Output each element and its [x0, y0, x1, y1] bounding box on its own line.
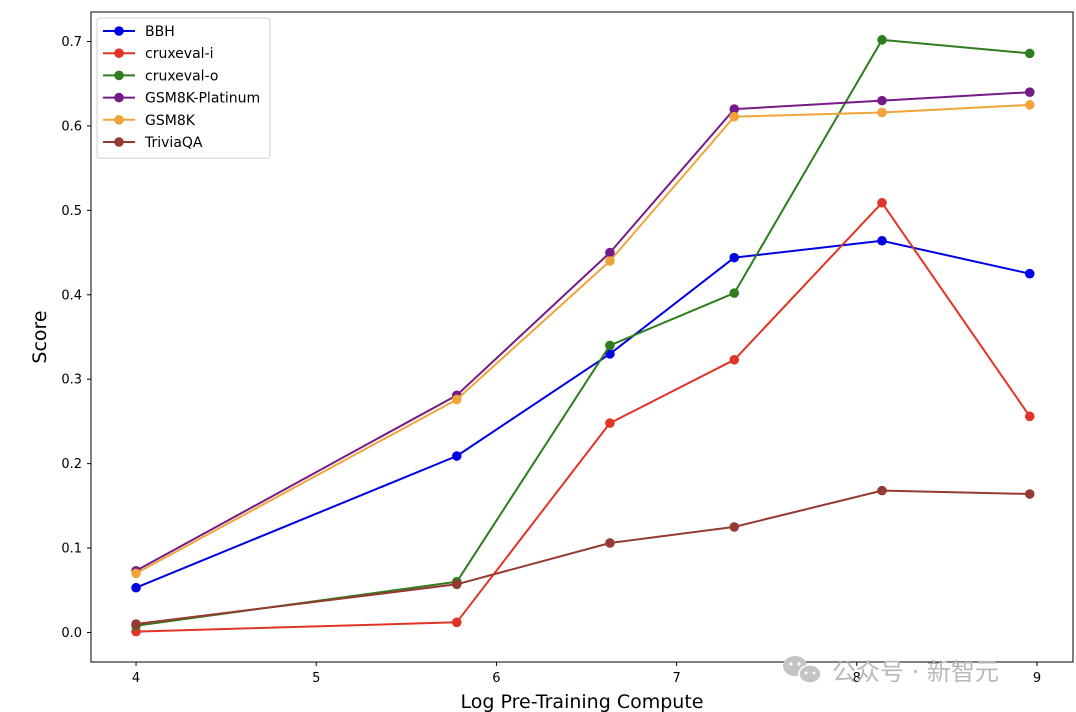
legend-label: GSM8K: [145, 113, 196, 129]
legend-marker: [114, 92, 124, 103]
data-point: [1024, 489, 1035, 499]
x-tick-label: 7: [672, 671, 680, 686]
watermark: 公众号 · 新智元: [783, 656, 999, 686]
legend-box: [96, 17, 271, 159]
data-point: [729, 104, 740, 114]
y-tick-label: 0.7: [61, 35, 82, 50]
series-line: [135, 103, 1030, 575]
data-point: [877, 235, 887, 246]
data-point: [605, 349, 615, 359]
series-triviaqa: [131, 485, 1035, 629]
series-line: [135, 38, 1030, 627]
legend-label: cruxeval-i: [145, 46, 214, 62]
y-tick-label: 0.2: [61, 457, 82, 472]
x-tick-label: 9: [1033, 671, 1041, 686]
y-tick-label: 0.4: [61, 288, 82, 303]
y-axis-label: Score: [29, 310, 51, 363]
watermark-text: 公众号 · 新智元: [832, 658, 999, 686]
legend-marker: [114, 70, 124, 81]
y-tick-label: 0.5: [61, 204, 82, 219]
series-cruxeval-i: [131, 197, 1035, 637]
legend-item: cruxeval-i: [103, 46, 214, 62]
legend-marker: [114, 26, 124, 36]
y-tick-label: 0.0: [61, 626, 82, 641]
data-point: [605, 247, 615, 258]
x-tick-label: 6: [492, 671, 500, 686]
data-point: [1024, 411, 1035, 422]
series-bbh: [131, 235, 1035, 593]
data-point: [877, 485, 887, 496]
data-point: [1024, 268, 1035, 279]
series-line: [135, 91, 1030, 572]
x-tick-label: 5: [312, 671, 320, 686]
data-point: [131, 619, 141, 629]
legend-marker: [114, 115, 124, 125]
x-axis-label: Log Pre-Training Compute: [461, 691, 704, 712]
data-point: [729, 252, 740, 263]
legend-label: cruxeval-o: [145, 68, 218, 84]
y-tick-label: 0.1: [61, 542, 82, 557]
data-point: [1024, 87, 1035, 97]
legend-item: GSM8K: [103, 113, 196, 129]
series-line: [135, 201, 1031, 633]
data-point: [605, 340, 615, 351]
legend-label: GSM8K-Platinum: [145, 91, 260, 107]
data-point: [877, 107, 887, 118]
data-point: [131, 582, 141, 593]
data-point: [877, 197, 887, 208]
data-point: [877, 95, 887, 106]
data-point: [131, 568, 141, 579]
data-point: [605, 538, 615, 548]
legend-item: TriviaQA: [103, 135, 203, 151]
y-tick-label: 0.3: [61, 373, 82, 388]
legend-marker: [114, 137, 124, 147]
axis-ticks: 4 5 6 7 8 9 0.0 0.1 0.2 0.3 0.4 0.5 0.6 0.7: [61, 35, 1041, 686]
data-point: [605, 418, 615, 428]
data-point: [729, 288, 740, 298]
legend-item: GSM8K-Platinum: [103, 91, 260, 107]
series-gsm8k: [131, 100, 1035, 579]
legend-item: BBH: [103, 24, 175, 40]
data-point: [605, 256, 615, 266]
data-point: [451, 579, 462, 590]
legend: BBH cruxeval-i cruxeval-o GSM8K-Platinum GSM…: [96, 17, 271, 159]
legend-item: cruxeval-o: [103, 68, 218, 84]
data-point: [729, 111, 740, 122]
data-point: [729, 522, 740, 532]
series-layer: [131, 35, 1035, 637]
series-line: [135, 489, 1030, 625]
data-point: [1024, 100, 1035, 110]
wechat-icon: [783, 656, 822, 684]
legend-label: BBH: [145, 24, 175, 40]
data-point: [451, 394, 462, 405]
series-gsm8k-platinum: [131, 87, 1035, 576]
legend-label: TriviaQA: [144, 135, 203, 151]
y-tick-label: 0.6: [61, 119, 82, 134]
data-point: [877, 35, 887, 45]
data-point: [451, 451, 462, 461]
data-point: [451, 617, 462, 628]
plot-area-frame: [90, 11, 1074, 663]
series-line: [135, 239, 1031, 589]
x-tick-label: 8: [853, 671, 861, 686]
x-tick-label: 4: [132, 671, 140, 686]
data-point: [729, 354, 740, 365]
legend-marker: [114, 48, 124, 58]
data-point: [1024, 48, 1035, 59]
